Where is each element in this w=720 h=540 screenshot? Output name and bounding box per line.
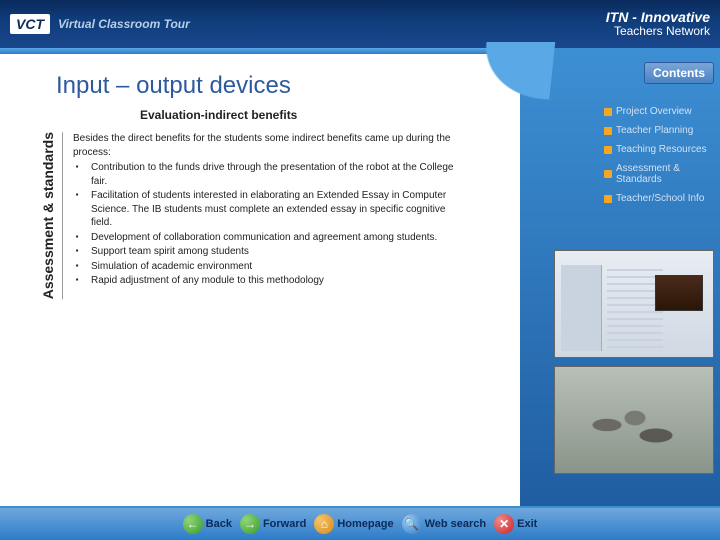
list-item: Facilitation of students interested in e… [73, 189, 463, 230]
bullet-list: Contribution to the funds drive through … [73, 161, 463, 288]
vct-logo: VCT Virtual Classroom Tour [10, 14, 190, 34]
list-item: Contribution to the funds drive through … [73, 161, 463, 188]
bottom-nav: ←Back →Forward ⌂Homepage 🔍Web search ✕Ex… [0, 506, 720, 540]
thumbnail-robot-photo[interactable] [554, 366, 714, 474]
close-icon: ✕ [494, 514, 514, 534]
list-item: Rapid adjustment of any module to this m… [73, 274, 463, 288]
logo-text: Virtual Classroom Tour [58, 17, 190, 31]
back-button[interactable]: ←Back [183, 514, 232, 534]
bullet-icon [604, 146, 612, 154]
websearch-button[interactable]: 🔍Web search [402, 514, 487, 534]
bullet-icon [604, 108, 612, 116]
intro-text: Besides the direct benefits for the stud… [73, 132, 463, 159]
contents-button[interactable]: Contents [644, 62, 714, 84]
homepage-button[interactable]: ⌂Homepage [314, 514, 393, 534]
thumbnail-screenshot[interactable] [554, 250, 714, 358]
list-item: Development of collaboration communicati… [73, 231, 463, 245]
list-item: Support team spirit among students [73, 245, 463, 259]
itn-logo: ITN - Innovative Teachers Network [606, 10, 710, 39]
nav-teaching-resources[interactable]: Teaching Resources [604, 140, 714, 159]
exit-button[interactable]: ✕Exit [494, 514, 537, 534]
nav-list: Project Overview Teacher Planning Teachi… [604, 94, 714, 208]
thumbnail-stack [554, 250, 714, 474]
list-item: Simulation of academic environment [73, 260, 463, 274]
bullet-icon [604, 170, 612, 178]
nav-teacher-school-info[interactable]: Teacher/School Info [604, 189, 714, 208]
arrow-right-icon: → [240, 514, 260, 534]
side-panel: Contents Project Overview Teacher Planni… [604, 62, 714, 208]
header-bar: VCT Virtual Classroom Tour ITN - Innovat… [0, 0, 720, 48]
forward-button[interactable]: →Forward [240, 514, 306, 534]
section-vertical-label: Assessment & standards [40, 132, 63, 299]
content-text: Besides the direct benefits for the stud… [73, 132, 463, 299]
logo-abbr: VCT [10, 14, 50, 34]
nav-assessment-standards[interactable]: Assessment & Standards [604, 159, 714, 189]
nav-project-overview[interactable]: Project Overview [604, 102, 714, 121]
nav-teacher-planning[interactable]: Teacher Planning [604, 121, 714, 140]
search-icon: 🔍 [402, 514, 422, 534]
arrow-left-icon: ← [183, 514, 203, 534]
bullet-icon [604, 195, 612, 203]
bullet-icon [604, 127, 612, 135]
home-icon: ⌂ [314, 514, 334, 534]
